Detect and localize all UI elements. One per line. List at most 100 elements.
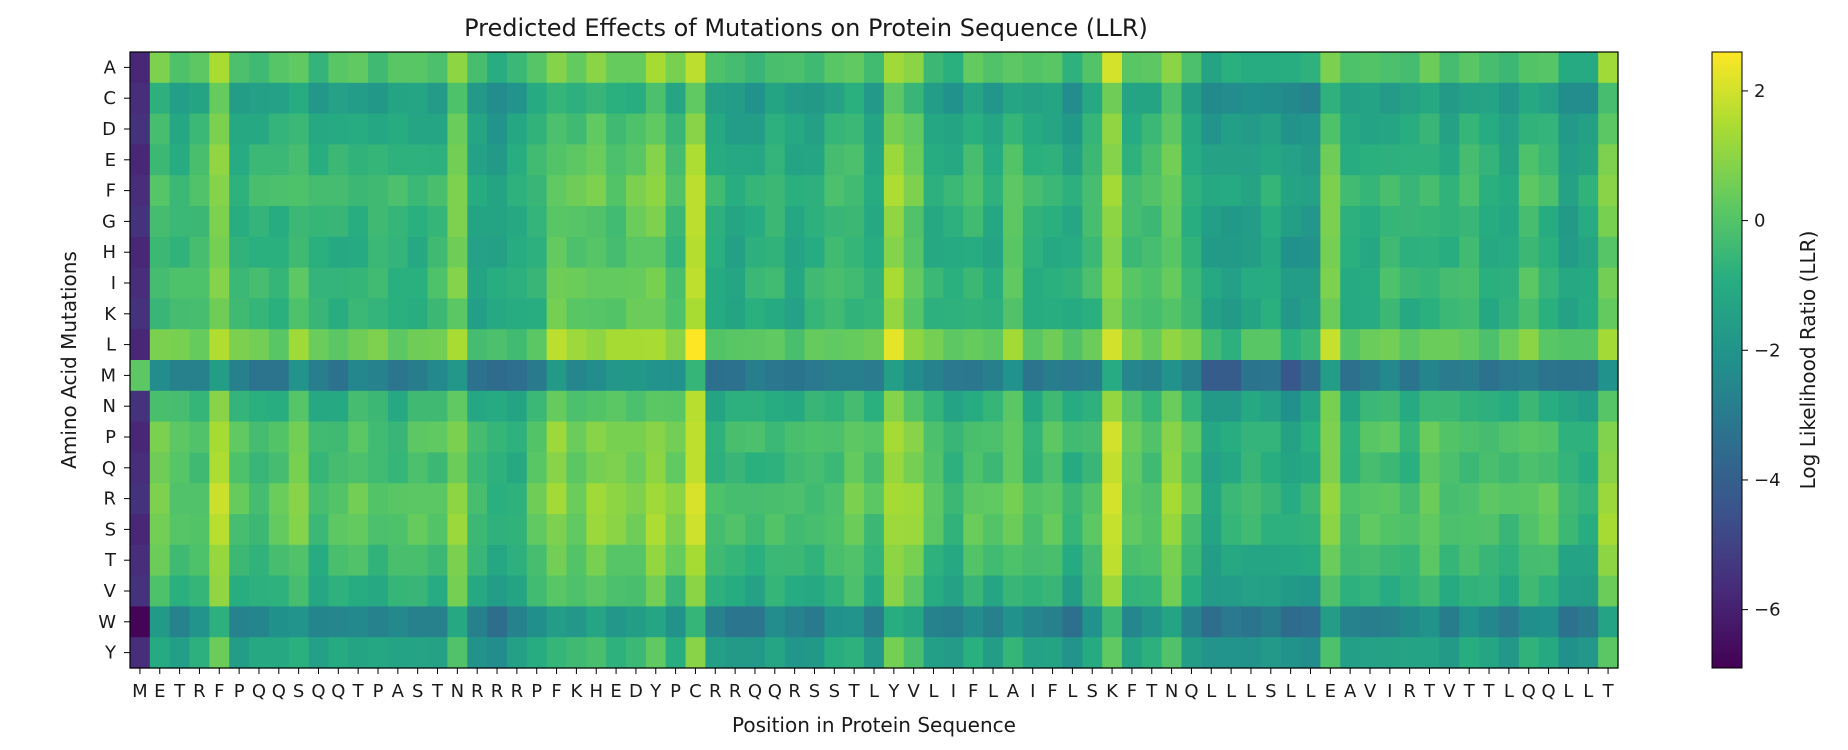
heatmap-cell <box>487 544 508 577</box>
heatmap-cell <box>824 544 845 577</box>
heatmap-cell <box>328 175 349 207</box>
heatmap-cell <box>1161 575 1183 607</box>
heatmap-cell <box>1479 298 1500 330</box>
heatmap-cell <box>784 206 806 238</box>
heatmap-cell <box>923 390 945 423</box>
heatmap-cell <box>1320 82 1341 115</box>
heatmap-cell <box>1598 514 1619 546</box>
heatmap-cell <box>1221 113 1242 145</box>
heatmap-cell <box>1379 52 1401 84</box>
heatmap-cell <box>1102 483 1123 515</box>
heatmap-cell <box>665 483 687 515</box>
heatmap-cell <box>844 82 865 115</box>
heatmap-cell <box>1082 329 1103 361</box>
heatmap-cell <box>1340 360 1361 392</box>
heatmap-cell <box>626 483 647 515</box>
heatmap-cell <box>1141 298 1163 330</box>
heatmap-cell <box>1498 298 1520 330</box>
heatmap-cell <box>923 452 945 484</box>
heatmap-cell <box>1399 390 1421 423</box>
heatmap-cell <box>149 175 171 207</box>
heatmap-cell <box>1379 421 1401 453</box>
heatmap-cell <box>844 329 865 361</box>
y-tick-label: V <box>104 581 117 602</box>
heatmap-cell <box>1221 206 1242 238</box>
heatmap-cell <box>1062 544 1083 577</box>
heatmap-cell <box>764 360 786 392</box>
heatmap-cell <box>784 544 806 577</box>
heatmap-cell <box>487 144 508 176</box>
heatmap-cell <box>883 360 905 392</box>
heatmap-cell <box>1479 360 1500 392</box>
heatmap-cell <box>506 575 528 607</box>
heatmap-cell <box>387 82 409 115</box>
heatmap-cell <box>685 298 706 330</box>
heatmap-cell <box>903 390 925 423</box>
heatmap-cell <box>1300 113 1321 145</box>
heatmap-cell <box>427 637 449 669</box>
x-tick-label: S <box>809 681 820 702</box>
heatmap-cell <box>1558 544 1579 577</box>
heatmap-cell <box>1419 637 1441 669</box>
heatmap-cell <box>883 267 905 299</box>
heatmap-cell <box>1598 452 1619 484</box>
heatmap-cell <box>249 452 270 484</box>
heatmap-cell <box>1399 575 1421 607</box>
heatmap-cell <box>883 575 905 607</box>
heatmap-cell <box>903 514 925 546</box>
heatmap-cell <box>1221 236 1242 269</box>
heatmap-cell <box>983 390 1004 423</box>
heatmap-cell <box>1399 206 1421 238</box>
heatmap-cell <box>169 514 191 546</box>
heatmap-cell <box>1221 514 1242 546</box>
heatmap-cell <box>923 267 945 299</box>
heatmap-cell <box>983 606 1004 638</box>
heatmap-cell <box>824 267 845 299</box>
heatmap-cell <box>804 606 825 638</box>
heatmap-cell <box>189 329 210 361</box>
heatmap-cell <box>1558 452 1579 484</box>
heatmap-cell <box>328 82 349 115</box>
heatmap-cell <box>130 175 151 207</box>
heatmap-cell <box>1161 637 1183 669</box>
heatmap-cell <box>665 52 687 84</box>
heatmap-cell <box>229 575 250 607</box>
heatmap-cell <box>1439 329 1460 361</box>
heatmap-cell <box>804 236 825 269</box>
heatmap-cell <box>1260 52 1282 84</box>
heatmap-cell <box>447 483 468 515</box>
heatmap-cell <box>1479 452 1500 484</box>
heatmap-cell <box>1538 267 1560 299</box>
heatmap-cell <box>1399 52 1421 84</box>
heatmap-cell <box>1558 267 1579 299</box>
heatmap-cell <box>725 390 746 423</box>
heatmap-cell <box>804 267 825 299</box>
heatmap-cell <box>566 514 587 546</box>
heatmap-cell <box>745 236 766 269</box>
heatmap-cell <box>1260 113 1282 145</box>
heatmap-cell <box>1102 144 1123 176</box>
heatmap-cell <box>665 329 687 361</box>
heatmap-cell <box>1518 483 1540 515</box>
heatmap-cell <box>903 360 925 392</box>
heatmap-cell <box>586 82 607 115</box>
heatmap-cell <box>1181 483 1202 515</box>
heatmap-cell <box>725 637 746 669</box>
heatmap-cell <box>586 390 607 423</box>
heatmap-cell <box>1280 52 1302 84</box>
heatmap-cell <box>1320 452 1341 484</box>
heatmap-cell <box>1379 637 1401 669</box>
heatmap-cell <box>864 175 885 207</box>
heatmap-cell <box>1459 175 1480 207</box>
heatmap-cell <box>1062 390 1083 423</box>
heatmap-cell <box>1479 144 1500 176</box>
heatmap-cell <box>1260 483 1282 515</box>
heatmap-cell <box>1538 236 1560 269</box>
heatmap-cell <box>348 637 369 669</box>
heatmap-cell <box>903 544 925 577</box>
heatmap-cell <box>1141 113 1163 145</box>
heatmap-cell <box>764 329 786 361</box>
heatmap-cell <box>526 483 548 515</box>
heatmap-cell <box>288 113 310 145</box>
heatmap-cell <box>606 113 627 145</box>
